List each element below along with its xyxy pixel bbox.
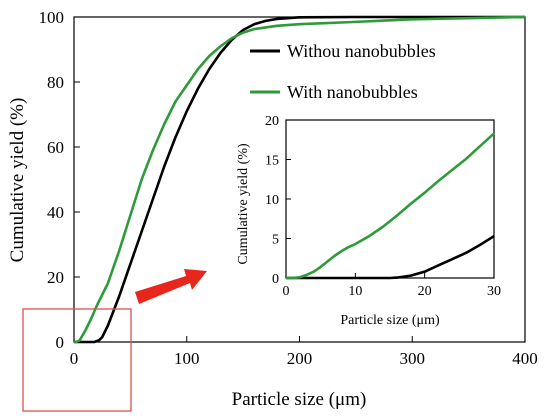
- main-x-tick-label: 0: [70, 349, 79, 368]
- main-series-line-1: [74, 15, 526, 344]
- main-series-line-0: [74, 15, 525, 344]
- inset-y-tick-label: 0: [272, 272, 279, 287]
- main-y-tick-label: 20: [47, 268, 64, 287]
- main-y-tick-label: 100: [39, 8, 65, 27]
- legend-label-without: Withou nanobubbles: [287, 41, 436, 61]
- main-y-tick-label: 40: [47, 203, 64, 222]
- inset-series-line-0: [286, 235, 495, 280]
- zoom-region-box: [22, 308, 132, 412]
- inset-y-tick-label: 10: [265, 193, 279, 208]
- legend-label-with: With nanobubbles: [287, 82, 418, 102]
- inset-y-tick-label: 20: [265, 114, 279, 129]
- inset-x-tick-label: 30: [487, 284, 501, 299]
- inset-x-axis-title: Particle size (μm): [340, 313, 440, 328]
- inset-x-tick-label: 10: [348, 284, 362, 299]
- inset-series-line-1: [286, 132, 495, 280]
- zoom-arrow-icon: [135, 269, 207, 304]
- inset-y-tick-label: 15: [265, 153, 279, 168]
- main-x-tick-label: 400: [512, 349, 538, 368]
- main-y-tick-label: 80: [47, 73, 64, 92]
- main-x-tick-label: 300: [400, 349, 426, 368]
- main-x-tick-label: 100: [174, 349, 200, 368]
- inset-y-tick-label: 5: [272, 232, 279, 247]
- main-series: [74, 15, 526, 344]
- inset-y-axis-title: Cumulative yield (%): [236, 143, 251, 265]
- inset-x-tick-label: 20: [418, 284, 432, 299]
- inset-plot-background: [286, 120, 494, 278]
- inset-ticks: 0 10 20 30 0 5 10 15 20: [265, 114, 501, 299]
- legend: Withou nanobubbles With nanobubbles: [250, 41, 436, 102]
- main-x-tick-label: 200: [287, 349, 313, 368]
- main-y-tick-label: 60: [47, 138, 64, 157]
- main-x-axis-title: Particle size (μm): [232, 389, 367, 410]
- inset-series: [286, 132, 495, 280]
- inset-x-tick-label: 0: [283, 284, 290, 299]
- main-y-axis-title: Cumulative yield (%): [7, 98, 28, 263]
- main-y-tick-label: 0: [56, 333, 65, 352]
